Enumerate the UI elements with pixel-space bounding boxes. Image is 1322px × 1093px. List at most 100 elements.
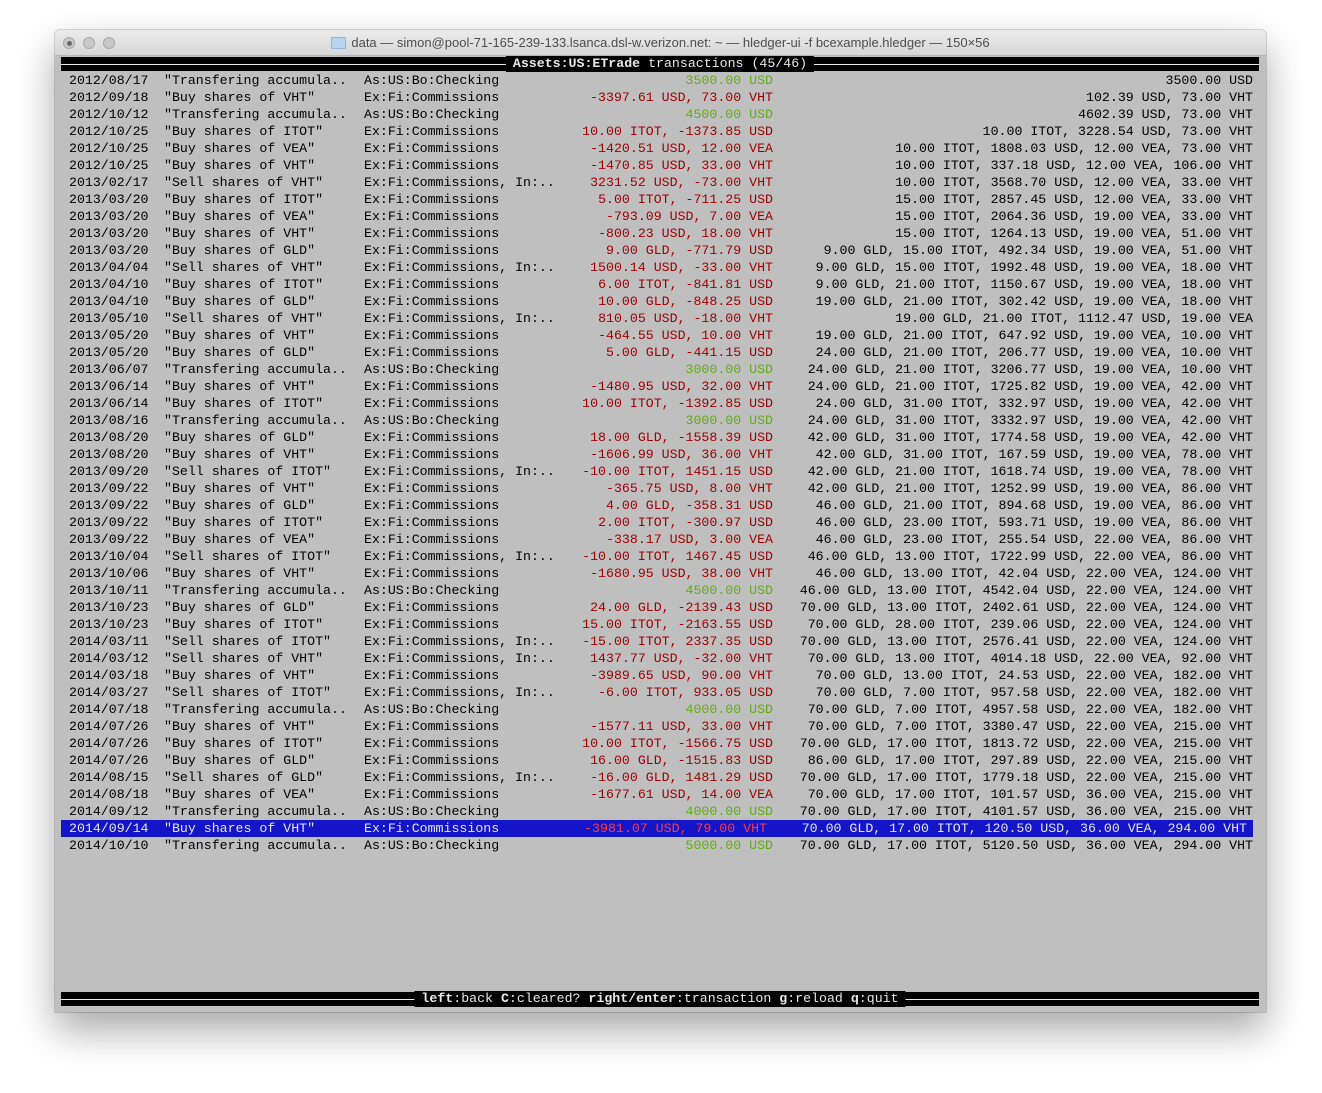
- row-amount: -10.00 ITOT, 1451.15 USD: [582, 464, 773, 479]
- transaction-row[interactable]: 2013/05/10 "Sell shares of VHT" Ex:Fi:Comm…: [61, 310, 1259, 327]
- row-amount: 3231.52 USD, -73.00 VHT: [590, 175, 773, 190]
- row-account: Ex:Fi:Commissions: [364, 668, 500, 683]
- row-amount: 810.05 USD, -18.00 VHT: [598, 311, 773, 326]
- row-description: "Buy shares of VHT": [164, 566, 316, 581]
- transaction-row[interactable]: 2013/05/20 "Buy shares of VHT" Ex:Fi:Commi…: [61, 327, 1259, 344]
- row-balance: 15.00 ITOT, 1264.13 USD, 19.00 VEA, 51.0…: [895, 226, 1253, 241]
- transaction-row[interactable]: 2013/09/22 "Buy shares of GLD" Ex:Fi:Commi…: [61, 497, 1259, 514]
- transaction-row[interactable]: 2013/04/04 "Sell shares of VHT" Ex:Fi:Comm…: [61, 259, 1259, 276]
- transaction-row[interactable]: 2012/10/25 "Buy shares of VHT" Ex:Fi:Commi…: [61, 157, 1259, 174]
- transaction-row[interactable]: 2014/03/11 "Sell shares of ITOT" Ex:Fi:Com…: [61, 633, 1259, 650]
- row-account: Ex:Fi:Commissions: [364, 617, 500, 632]
- transaction-list[interactable]: 2012/08/17 "Transfering accumula.. As:US:B…: [61, 72, 1259, 854]
- transaction-row[interactable]: 2013/04/10 "Buy shares of ITOT" Ex:Fi:Comm…: [61, 276, 1259, 293]
- row-amount: -338.17 USD, 3.00 VEA: [606, 532, 773, 547]
- close-button[interactable]: [63, 37, 75, 49]
- row-account: Ex:Fi:Commissions: [364, 600, 500, 615]
- row-description: "Transfering accumula..: [164, 804, 347, 819]
- transaction-row[interactable]: 2013/02/17 "Sell shares of VHT" Ex:Fi:Comm…: [61, 174, 1259, 191]
- transaction-row[interactable]: 2013/05/20 "Buy shares of GLD" Ex:Fi:Commi…: [61, 344, 1259, 361]
- row-account: Ex:Fi:Commissions: [364, 481, 500, 496]
- transaction-row[interactable]: 2014/03/18 "Buy shares of VHT" Ex:Fi:Commi…: [61, 667, 1259, 684]
- shortcut-key: q: [850, 991, 859, 1006]
- transaction-row[interactable]: 2013/06/07 "Transfering accumula.. As:US:B…: [61, 361, 1259, 378]
- header-title: Assets:US:ETrade transactions (45/46): [505, 56, 815, 72]
- row-account: Ex:Fi:Commissions, In:..: [364, 685, 555, 700]
- transaction-row[interactable]: 2013/04/10 "Buy shares of GLD" Ex:Fi:Commi…: [61, 293, 1259, 310]
- row-balance: 70.00 GLD, 7.00 ITOT, 957.58 USD, 22.00 …: [815, 685, 1253, 700]
- transaction-row-selected[interactable]: 2014/09/14 "Buy shares of VHT" Ex:Fi:Commi…: [61, 820, 1253, 837]
- transaction-row[interactable]: 2014/08/18 "Buy shares of VEA" Ex:Fi:Commi…: [61, 786, 1259, 803]
- transaction-row[interactable]: 2014/07/26 "Buy shares of ITOT" Ex:Fi:Comm…: [61, 735, 1259, 752]
- row-amount: 3000.00 USD: [685, 413, 773, 428]
- row-account: Ex:Fi:Commissions: [364, 566, 500, 581]
- transaction-row[interactable]: 2013/08/16 "Transfering accumula.. As:US:B…: [61, 412, 1259, 429]
- transaction-row[interactable]: 2013/08/20 "Buy shares of VHT" Ex:Fi:Commi…: [61, 446, 1259, 463]
- row-date: 2013/08/16: [69, 413, 149, 428]
- transaction-row[interactable]: 2013/10/04 "Sell shares of ITOT" Ex:Fi:Com…: [61, 548, 1259, 565]
- title-bar[interactable]: data — simon@pool-71-165-239-133.lsanca.…: [55, 30, 1266, 56]
- row-account: Ex:Fi:Commissions, In:..: [364, 464, 555, 479]
- transaction-row[interactable]: 2012/10/25 "Buy shares of ITOT" Ex:Fi:Comm…: [61, 123, 1259, 140]
- row-balance: 70.00 GLD, 17.00 ITOT, 5120.50 USD, 36.0…: [799, 838, 1253, 853]
- row-description: "Sell shares of ITOT": [164, 549, 331, 564]
- transaction-row[interactable]: 2013/09/22 "Buy shares of VEA" Ex:Fi:Commi…: [61, 531, 1259, 548]
- row-balance: 15.00 ITOT, 2857.45 USD, 12.00 VEA, 33.0…: [895, 192, 1253, 207]
- transaction-row[interactable]: 2012/08/17 "Transfering accumula.. As:US:B…: [61, 72, 1259, 89]
- transaction-row[interactable]: 2014/08/15 "Sell shares of GLD" Ex:Fi:Comm…: [61, 769, 1259, 786]
- transaction-row[interactable]: 2013/08/20 "Buy shares of GLD" Ex:Fi:Commi…: [61, 429, 1259, 446]
- row-description: "Transfering accumula..: [164, 362, 347, 377]
- row-description: "Buy shares of VHT": [164, 481, 316, 496]
- transaction-row[interactable]: 2013/03/20 "Buy shares of VHT" Ex:Fi:Commi…: [61, 225, 1259, 242]
- transaction-row[interactable]: 2014/07/18 "Transfering accumula.. As:US:B…: [61, 701, 1259, 718]
- transaction-row[interactable]: 2013/03/20 "Buy shares of GLD" Ex:Fi:Commi…: [61, 242, 1259, 259]
- transaction-row[interactable]: 2013/03/20 "Buy shares of ITOT" Ex:Fi:Comm…: [61, 191, 1259, 208]
- transaction-row[interactable]: 2012/09/18 "Buy shares of VHT" Ex:Fi:Commi…: [61, 89, 1259, 106]
- row-date: 2013/08/20: [69, 447, 149, 462]
- transaction-row[interactable]: 2014/07/26 "Buy shares of GLD" Ex:Fi:Commi…: [61, 752, 1259, 769]
- row-account: Ex:Fi:Commissions: [364, 158, 500, 173]
- terminal-screen[interactable]: Assets:US:ETrade transactions (45/46) 20…: [61, 56, 1259, 1012]
- zoom-button[interactable]: [103, 37, 115, 49]
- row-date: 2013/02/17: [69, 175, 149, 190]
- transaction-row[interactable]: 2013/09/22 "Buy shares of VHT" Ex:Fi:Commi…: [61, 480, 1259, 497]
- row-description: "Buy shares of ITOT": [164, 192, 324, 207]
- row-account: Ex:Fi:Commissions: [364, 277, 500, 292]
- row-amount: -3397.61 USD, 73.00 VHT: [590, 90, 773, 105]
- transaction-row[interactable]: 2013/10/06 "Buy shares of VHT" Ex:Fi:Commi…: [61, 565, 1259, 582]
- transaction-row[interactable]: 2012/10/25 "Buy shares of VEA" Ex:Fi:Commi…: [61, 140, 1259, 157]
- transaction-row[interactable]: 2014/10/10 "Transfering accumula.. As:US:B…: [61, 837, 1259, 854]
- minimize-button[interactable]: [83, 37, 95, 49]
- row-date: 2013/10/04: [69, 549, 149, 564]
- row-date: 2013/04/10: [69, 294, 149, 309]
- key-help: left:back C:cleared? right/enter:transac…: [414, 991, 906, 1007]
- row-amount: 18.00 GLD, -1558.39 USD: [590, 430, 773, 445]
- row-date: 2013/10/23: [69, 617, 149, 632]
- row-description: "Buy shares of GLD": [164, 243, 316, 258]
- row-account: Ex:Fi:Commissions: [364, 379, 500, 394]
- transaction-row[interactable]: 2014/09/12 "Transfering accumula.. As:US:B…: [61, 803, 1259, 820]
- transaction-row[interactable]: 2012/10/12 "Transfering accumula.. As:US:B…: [61, 106, 1259, 123]
- row-description: "Buy shares of VHT": [164, 719, 316, 734]
- transaction-row[interactable]: 2014/03/27 "Sell shares of ITOT" Ex:Fi:Com…: [61, 684, 1259, 701]
- row-balance: 70.00 GLD, 28.00 ITOT, 239.06 USD, 22.00…: [807, 617, 1253, 632]
- transaction-row[interactable]: 2013/03/20 "Buy shares of VEA" Ex:Fi:Commi…: [61, 208, 1259, 225]
- transaction-row[interactable]: 2013/09/22 "Buy shares of ITOT" Ex:Fi:Comm…: [61, 514, 1259, 531]
- row-amount: 4500.00 USD: [685, 583, 773, 598]
- row-amount: 5000.00 USD: [685, 838, 773, 853]
- row-date: 2013/03/20: [69, 192, 149, 207]
- row-date: 2013/05/20: [69, 328, 149, 343]
- transaction-row[interactable]: 2013/06/14 "Buy shares of ITOT" Ex:Fi:Comm…: [61, 395, 1259, 412]
- transaction-row[interactable]: 2014/03/12 "Sell shares of VHT" Ex:Fi:Comm…: [61, 650, 1259, 667]
- transaction-row[interactable]: 2014/07/26 "Buy shares of VHT" Ex:Fi:Commi…: [61, 718, 1259, 735]
- transaction-row[interactable]: 2013/06/14 "Buy shares of VHT" Ex:Fi:Commi…: [61, 378, 1259, 395]
- row-balance: 10.00 ITOT, 3228.54 USD, 73.00 VHT: [982, 124, 1253, 139]
- transaction-row[interactable]: 2013/09/20 "Sell shares of ITOT" Ex:Fi:Com…: [61, 463, 1259, 480]
- row-amount: -1470.85 USD, 33.00 VHT: [590, 158, 773, 173]
- transaction-row[interactable]: 2013/10/11 "Transfering accumula.. As:US:B…: [61, 582, 1259, 599]
- transaction-row[interactable]: 2013/10/23 "Buy shares of GLD" Ex:Fi:Commi…: [61, 599, 1259, 616]
- row-date: 2014/07/26: [69, 736, 149, 751]
- row-description: "Buy shares of ITOT": [164, 124, 324, 139]
- row-balance: 70.00 GLD, 13.00 ITOT, 4014.18 USD, 22.0…: [807, 651, 1253, 666]
- transaction-row[interactable]: 2013/10/23 "Buy shares of ITOT" Ex:Fi:Comm…: [61, 616, 1259, 633]
